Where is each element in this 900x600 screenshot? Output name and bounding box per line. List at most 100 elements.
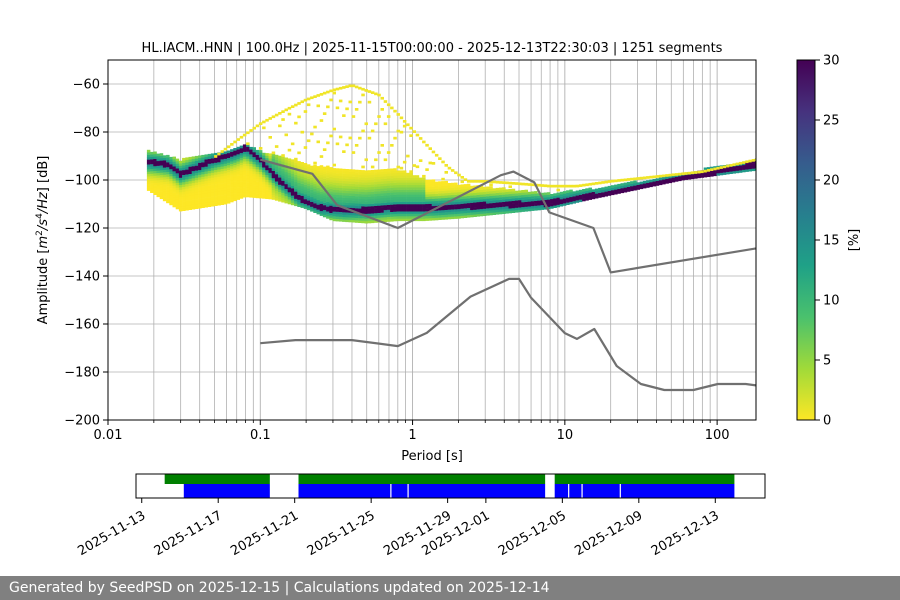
heat-bin — [422, 196, 426, 200]
heat-bin — [479, 206, 484, 210]
heat-bin — [482, 189, 487, 192]
heat-bin — [290, 105, 295, 108]
heat-bin — [268, 196, 272, 200]
heat-bin — [182, 193, 186, 197]
heat-bin — [188, 204, 192, 208]
heat-bin — [201, 202, 205, 206]
heat-bin — [415, 175, 420, 178]
heat-bin — [278, 194, 282, 197]
heat-bin — [454, 194, 458, 198]
heat-bin — [204, 190, 208, 194]
heat-bin — [306, 195, 311, 199]
heat-bin — [450, 187, 455, 191]
plot-frame — [107, 59, 757, 421]
heat-bin — [207, 192, 212, 195]
heat-bin — [361, 218, 365, 221]
heat-bin — [466, 198, 471, 201]
heat-bin — [434, 153, 439, 157]
heat-bin — [537, 202, 541, 206]
heat-bin — [239, 196, 244, 199]
heat-bin — [201, 171, 205, 175]
heat-bin — [335, 206, 340, 210]
heat-bin — [425, 199, 429, 202]
heat-bin — [258, 174, 263, 177]
heat-bin — [422, 177, 426, 181]
heat-bin — [358, 191, 362, 195]
heat-bin — [281, 154, 285, 157]
heat-bin — [169, 178, 173, 182]
heat-bin — [425, 215, 429, 219]
heat-bin — [338, 199, 343, 203]
heat-bin — [466, 205, 471, 208]
heat-bin — [310, 208, 314, 212]
heat-bin — [162, 186, 167, 190]
heat-bin — [575, 192, 580, 196]
heat-bin — [268, 177, 272, 181]
heat-bin — [198, 181, 202, 185]
heat-bin — [287, 106, 292, 110]
heat-bin — [258, 164, 263, 168]
heat-bin — [614, 187, 618, 190]
heat-bin — [313, 198, 317, 201]
heat-bin — [722, 169, 727, 173]
heat-bin — [297, 177, 301, 181]
heat-bin — [546, 199, 551, 203]
heat-bin — [444, 171, 448, 174]
heat-bin — [722, 172, 727, 175]
heat-bin — [236, 173, 240, 176]
heat-bin — [486, 200, 490, 204]
heat-bin — [198, 186, 202, 190]
heat-bin — [310, 168, 314, 171]
heat-bin — [150, 175, 154, 179]
heat-bin — [639, 186, 644, 190]
heat-bin — [390, 170, 394, 174]
heat-bin — [562, 195, 567, 199]
heat-bin — [153, 177, 157, 181]
heat-bin — [470, 212, 474, 215]
heat-bin — [345, 200, 349, 203]
heat-bin — [220, 192, 224, 196]
heat-bin — [348, 136, 352, 140]
heat-bin — [191, 170, 196, 174]
heat-bin — [335, 170, 340, 174]
heat-bin — [220, 168, 224, 172]
heat-bin — [220, 190, 224, 193]
heat-bin — [198, 201, 202, 204]
heat-bin — [358, 179, 362, 183]
heat-bin — [351, 193, 356, 197]
heat-bin — [486, 198, 490, 202]
heat-bin — [457, 211, 461, 214]
heat-bin — [358, 86, 362, 90]
heat-bin — [527, 199, 532, 202]
heat-bin — [329, 212, 333, 216]
heat-bin — [351, 181, 356, 185]
heat-bin — [210, 203, 215, 207]
heat-bin — [393, 211, 397, 215]
heat-bin — [415, 208, 420, 212]
heat-bin — [431, 189, 436, 192]
heat-bin — [303, 203, 308, 207]
heat-bin — [159, 189, 164, 192]
heat-bin — [393, 180, 397, 183]
heat-bin — [642, 180, 647, 184]
heat-bin — [482, 186, 487, 190]
heat-bin — [201, 159, 205, 163]
heat-bin — [370, 189, 375, 192]
heat-bin — [438, 214, 442, 218]
heat-bin — [559, 191, 564, 195]
heat-bin — [591, 182, 596, 186]
heat-bin — [569, 192, 573, 195]
heat-bin — [428, 213, 432, 216]
heat-bin — [495, 192, 500, 196]
heat-bin — [178, 179, 183, 183]
heat-bin — [297, 199, 301, 203]
heat-bin — [367, 191, 372, 195]
heat-bin — [198, 160, 202, 163]
heat-bin — [246, 165, 250, 169]
heat-bin — [454, 213, 458, 217]
heat-bin — [412, 194, 416, 198]
heat-bin — [588, 182, 592, 186]
heat-bin — [562, 184, 567, 188]
heat-bin — [342, 114, 346, 117]
heat-bin — [361, 93, 365, 97]
